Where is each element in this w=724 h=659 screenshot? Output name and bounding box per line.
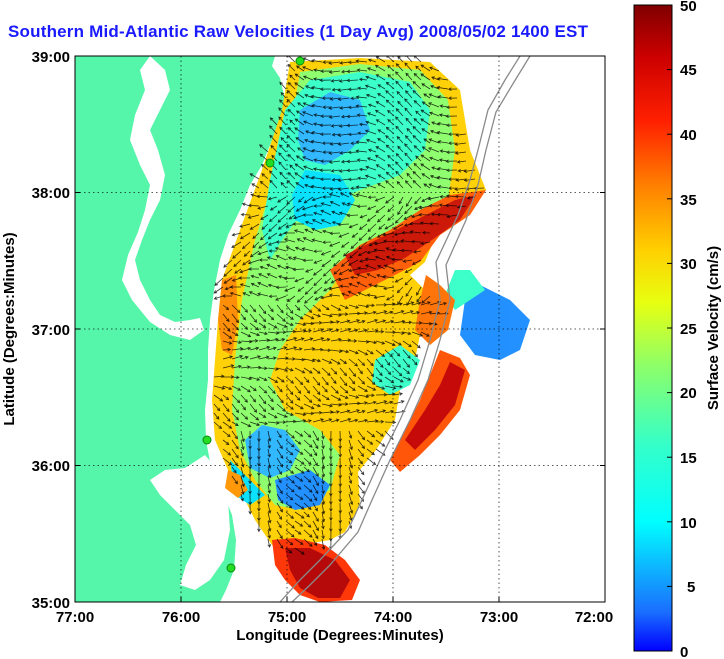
y-axis-title: Latitude (Degrees:Minutes) [1,232,18,425]
lat-tick-label: 39:00 [32,49,70,66]
lon-tick-label: 75:00 [268,609,306,626]
lat-tick-label: 35:00 [32,595,70,612]
lat-tick-label: 36:00 [32,458,70,475]
map-title: Southern Mid-Atlantic Raw Velocities (1 … [8,22,589,41]
colorbar-tick-label: 10 [680,515,697,532]
lon-tick-label: 76:00 [162,609,200,626]
radar-site-marker [226,563,236,573]
x-axis-title: Longitude (Degrees:Minutes) [236,627,444,644]
colorbar-tick-label: 30 [680,256,697,273]
lon-tick-label: 74:00 [374,609,412,626]
bathymetry-contour [291,56,531,602]
colorbar [633,4,673,652]
colorbar-tick-label: 25 [680,321,697,338]
colorbar-tick-label: 45 [680,62,697,79]
colorbar-tick-label: 0 [680,644,688,659]
colorbar-title: Surface Velocity (cm/s) [705,246,722,410]
colorbar-tick-label: 5 [687,579,695,596]
bathymetry-contour [279,56,521,602]
lon-tick-label: 73:00 [480,609,518,626]
lat-lon-grid [75,56,605,602]
velocity-vectors [213,56,485,555]
axis-ticks [75,192,605,602]
colorbar-tick-label: 40 [680,127,697,144]
colorbar-tick-label: 35 [680,192,697,209]
colorbar-ticks [667,4,672,587]
radar-site-marker [265,158,275,168]
colorbar-tick-label: 50 [680,0,697,15]
radar-sites [202,56,305,573]
lat-tick-label: 38:00 [32,185,70,202]
velocity-arrows [213,56,485,555]
lat-tick-label: 37:00 [32,322,70,339]
radar-site-marker [202,435,212,445]
chesapeake-bay [122,56,204,340]
colorbar-tick-label: 20 [680,385,697,402]
radar-site-marker [295,56,305,66]
pamlico-sound [150,455,230,590]
lon-tick-label: 77:00 [56,609,94,626]
colorbar-tick-label: 15 [680,450,697,467]
lon-tick-label: 72:00 [575,609,613,626]
